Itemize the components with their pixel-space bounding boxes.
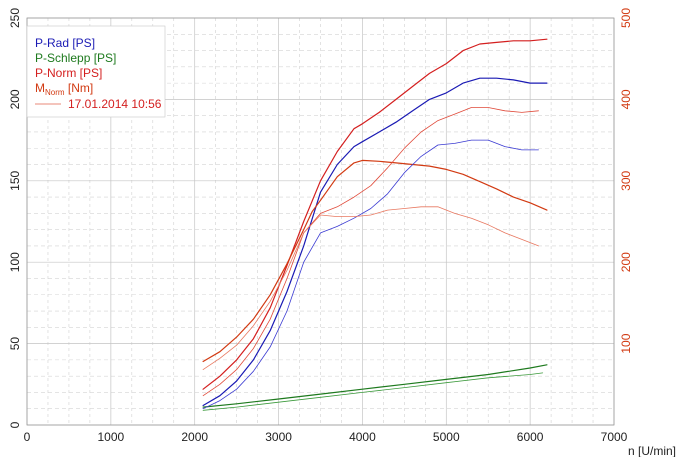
x-tick-label: 4000 (349, 430, 376, 444)
x-tick-label: 1000 (98, 430, 125, 444)
series-line-p-rad-ps-current (202, 77, 548, 407)
legend-entry-p-rad: P-Rad [PS] (35, 36, 95, 50)
x-tick-label: 6000 (517, 430, 544, 444)
series-line-p-schlepp-ps-current (202, 364, 548, 408)
legend-m-main: M (35, 81, 45, 95)
series-line-p-norm-ps-comparison (202, 107, 539, 397)
legend-comparison-label: 17.01.2014 10:56 (68, 97, 162, 111)
legend: P-Rad [PS] P-Schlepp [PS] P-Norm [PS] MN… (26, 25, 166, 118)
y-tick-label-left: 200 (8, 89, 22, 109)
y-tick-label-left: 100 (8, 252, 22, 272)
series-line-m-norm-nm-current (202, 159, 548, 363)
y-tick-label-right: 400 (619, 89, 633, 109)
legend-box (26, 25, 166, 118)
legend-entry-p-norm: P-Norm [PS] (35, 66, 102, 80)
y-tick-label-left: 250 (8, 8, 22, 28)
legend-entry-p-schlepp: P-Schlepp [PS] (35, 51, 116, 65)
x-tick-label: 2000 (181, 430, 208, 444)
series-group (202, 38, 548, 411)
legend-m-unit: [Nm] (65, 81, 94, 95)
y-tick-label-left: 50 (8, 337, 22, 351)
y-tick-label-left: 150 (8, 170, 22, 190)
series-line-p-norm-ps-current (202, 38, 548, 390)
series-line-p-rad-ps-comparison (202, 139, 539, 410)
x-tick-label: 7000 (601, 430, 628, 444)
y-tick-label-right: 100 (619, 333, 633, 353)
x-axis-label: n [U/min] (628, 444, 676, 457)
x-tick-label: 3000 (265, 430, 292, 444)
y-tick-label-right: 500 (619, 8, 633, 28)
y-tick-label-right: 200 (619, 252, 633, 272)
x-tick-label: 5000 (433, 430, 460, 444)
legend-entry-m-norm: MNorm [Nm] (35, 81, 93, 97)
y-tick-label-left: 0 (8, 421, 22, 428)
x-tick-label: 0 (24, 430, 31, 444)
series-line-p-schlepp-ps-comparison (202, 372, 544, 411)
y-tick-label-right: 300 (619, 170, 633, 190)
plot-frame (26, 17, 615, 426)
series-line-m-norm-nm-comparison (202, 206, 539, 371)
legend-m-sub: Norm (45, 88, 65, 97)
